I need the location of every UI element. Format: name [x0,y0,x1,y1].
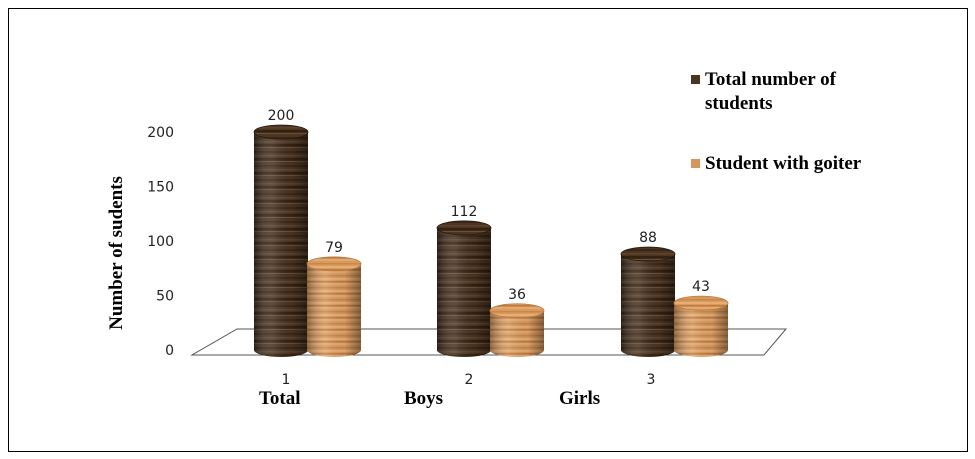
category-name-label: Girls [559,388,600,409]
data-label: 79 [325,240,343,256]
data-label: 36 [508,287,526,303]
category-name-label: Total [259,388,301,409]
bar-top [489,303,545,319]
bars: 200 112 88 79 36 43 [253,108,729,357]
bar-top [436,220,492,236]
y-tick-label: 100 [147,234,174,250]
bar [436,220,492,357]
y-axis-label: Number of sudents [106,176,127,330]
category-tick-label: 3 [647,372,656,388]
bar-top [673,295,729,311]
legend-label-total-line1: Total number of [705,69,837,90]
category-tick-label: 2 [465,372,474,388]
category-name-label: Boys [404,388,443,409]
bar [489,303,545,357]
y-tick-label: 50 [156,289,174,305]
legend-label-goiter: Student with goiter [705,153,862,174]
bar-shading [437,227,491,357]
bar-top [253,124,309,140]
legend-swatch-total [691,75,700,84]
bar-chart: 0 50 100 150 200 Number of sudents 200 112 88 7… [106,69,862,409]
y-tick-label: 150 [147,180,174,196]
bar-shading [254,132,308,357]
data-label: 112 [451,204,478,220]
bar [620,246,676,357]
bar-top [620,246,676,262]
bar-shading [490,310,544,357]
data-label: 43 [692,279,710,295]
y-tick-label: 0 [165,343,174,359]
bar-shading [674,303,728,357]
chart-frame: 0 50 100 150 200 Number of sudents 200 112 88 7… [8,8,968,452]
legend-swatch-goiter [691,159,700,168]
data-label: 200 [268,108,295,124]
category-tick-label: 1 [282,372,291,388]
bar [253,124,309,357]
bar [673,295,729,357]
data-label: 88 [639,230,657,246]
y-tick-label: 200 [147,125,174,141]
bar [306,256,362,357]
y-axis-ticks: 0 50 100 150 200 [147,125,174,359]
legend-label-total-line2: students [705,93,773,114]
bar-top [306,256,362,272]
bar-shading [307,263,361,357]
bar-shading [621,254,675,357]
legend: Total number of students Student with go… [691,69,862,174]
